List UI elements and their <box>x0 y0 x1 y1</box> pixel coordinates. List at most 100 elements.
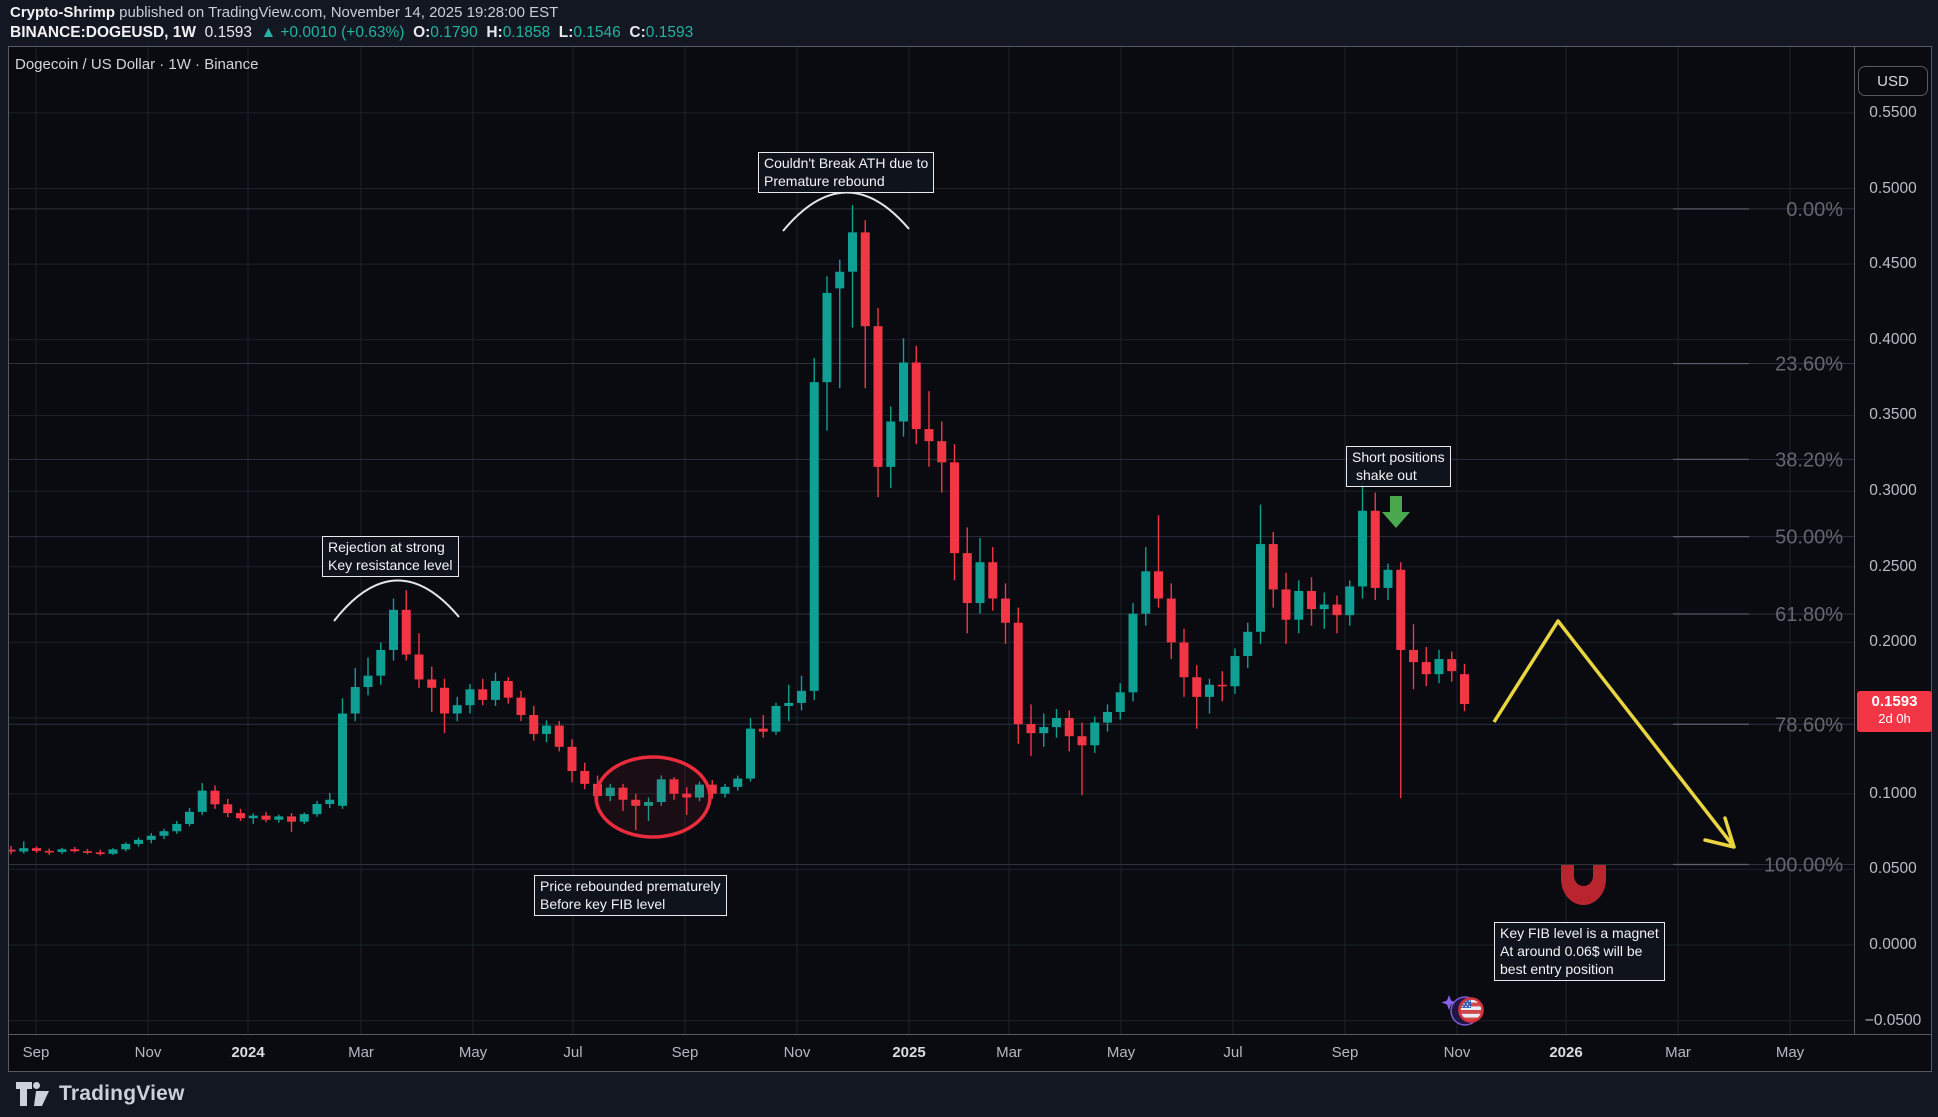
projection-zigzag-arrow <box>1492 619 1736 849</box>
candle-up <box>644 802 653 806</box>
bar-countdown: 2d 0h <box>1878 711 1911 726</box>
note-short-line2: shake out <box>1356 467 1417 483</box>
open-label: O: <box>413 24 431 41</box>
footer-bar: TradingView <box>0 1073 1938 1117</box>
candle-down <box>950 462 959 554</box>
candle-down <box>1409 649 1418 663</box>
candle-down <box>937 441 947 463</box>
price-axis-label: 0.3500 <box>1869 406 1917 424</box>
candle-up <box>720 786 730 794</box>
price-axis-label: 0.5500 <box>1869 103 1917 121</box>
svg-text:23.60%: 23.60% <box>1775 354 1843 376</box>
magnet-icon <box>1561 865 1606 905</box>
fib-retracement: 0.00% 23.60% 38.20% 50.00% 61.80% 78.60% 100.0… <box>9 199 1854 877</box>
chart-frame: 0.00% 23.60% 38.20% 50.00% 61.80% 78.60% 100.0… <box>8 46 1932 1072</box>
time-axis-month-label: May <box>458 1044 488 1061</box>
candle-down <box>70 849 80 852</box>
price-axis-label: −0.0500 <box>1864 1011 1922 1029</box>
candle-up <box>1103 711 1112 723</box>
low-label: L: <box>558 24 574 41</box>
price-axis[interactable]: 0.5500 0.5000 0.4500 0.4000 0.3500 0.3000 0.25… <box>1855 47 1931 1034</box>
candle-down <box>83 851 92 853</box>
tradingview-logo[interactable]: TradingView <box>16 1081 185 1107</box>
candle-up <box>784 702 794 706</box>
candle-down <box>580 771 590 784</box>
last-price-flag: 0.1593 2d 0h <box>1857 691 1932 732</box>
svg-text:61.80%: 61.80% <box>1775 604 1843 626</box>
time-axis-month-label: Nov <box>783 1044 811 1061</box>
note-magnet[interactable]: Key FIB level is a magnet At around 0.06… <box>1494 922 1665 981</box>
candle-down <box>427 679 437 688</box>
svg-text:38.20%: 38.20% <box>1775 449 1843 471</box>
time-axis-year-label: 2025 <box>892 1044 926 1061</box>
candle-up <box>1115 692 1125 712</box>
candle-up <box>1434 659 1444 675</box>
time-axis-month-label: May <box>1106 1044 1136 1061</box>
candle-up <box>452 705 462 714</box>
candle-up <box>809 382 819 691</box>
down-arrow-icon <box>1382 496 1410 528</box>
price-axis-label: 0.2500 <box>1869 557 1917 575</box>
ath-arc <box>782 191 910 232</box>
note-short-shakeout[interactable]: Short positions shake out <box>1346 446 1451 487</box>
candle-down <box>1268 544 1278 590</box>
close-value: 0.1593 <box>645 24 694 41</box>
candle-up <box>1358 510 1367 587</box>
note-rejection[interactable]: Rejection at strong Key resistance level <box>322 536 459 577</box>
candle-up <box>899 362 908 422</box>
candle-down <box>478 689 488 700</box>
candle-down <box>924 429 934 442</box>
note-ath[interactable]: Couldn't Break ATH due to Premature rebo… <box>758 152 935 193</box>
candle-down <box>223 804 233 814</box>
candle-down <box>1396 569 1406 650</box>
candle-up <box>172 823 182 832</box>
candle-up <box>197 790 207 812</box>
svg-text:0.00%: 0.00% <box>1786 199 1843 221</box>
time-axis-month-label: May <box>1775 1044 1805 1061</box>
candle-down <box>1460 674 1469 704</box>
drawing-overlays <box>333 191 1736 1026</box>
candle-down <box>631 799 641 806</box>
candle-up <box>19 848 29 852</box>
candle-down <box>1064 718 1074 737</box>
candle-up <box>797 690 806 703</box>
note-rejection-line2: Key resistance level <box>328 557 453 573</box>
candle-up <box>975 562 985 604</box>
attribution-rest: published on TradingView.com, November 1… <box>115 4 559 21</box>
time-axis[interactable]: Sep Nov 2024 Mar May Jul Sep Nov 2025 Mar May Jul Se… <box>9 1035 1854 1072</box>
candle-down <box>860 232 870 327</box>
candle-down <box>1421 662 1431 675</box>
candle-down <box>32 848 41 851</box>
svg-text:78.60%: 78.60% <box>1775 714 1843 736</box>
candle-down <box>210 790 220 805</box>
candle-up <box>363 675 373 688</box>
candle-up <box>746 728 755 779</box>
candle-down <box>236 813 245 819</box>
candle-up <box>1039 727 1049 734</box>
candle-up <box>886 421 896 467</box>
note-ath-line2: Premature rebound <box>764 173 885 189</box>
candle-up <box>325 799 335 804</box>
currency-usd-button[interactable]: USD <box>1858 66 1928 96</box>
candle-up <box>733 778 743 787</box>
note-premature-line2: Before key FIB level <box>540 896 666 912</box>
candle-down <box>1332 604 1342 616</box>
candle-up <box>274 816 284 820</box>
candle-up <box>1128 613 1138 693</box>
candlestick-plot[interactable]: 0.00% 23.60% 38.20% 50.00% 61.80% 78.60% 100.0… <box>9 47 1854 1034</box>
candle-up <box>835 271 845 289</box>
note-short-line1: Short positions <box>1352 449 1445 465</box>
candle-up <box>822 292 832 383</box>
grid-lines <box>9 47 1854 1034</box>
candle-up <box>1294 590 1304 620</box>
candle-up <box>146 835 156 840</box>
note-premature-rebound[interactable]: Price rebounded prematurely Before key F… <box>534 875 727 916</box>
candle-down <box>988 562 998 599</box>
candle-down <box>1077 736 1087 746</box>
candle-up <box>108 849 118 854</box>
candles <box>9 205 1469 856</box>
candle-up <box>389 609 398 650</box>
candle-down <box>618 787 628 800</box>
candle-up <box>159 831 169 836</box>
candle-down <box>1281 589 1291 620</box>
